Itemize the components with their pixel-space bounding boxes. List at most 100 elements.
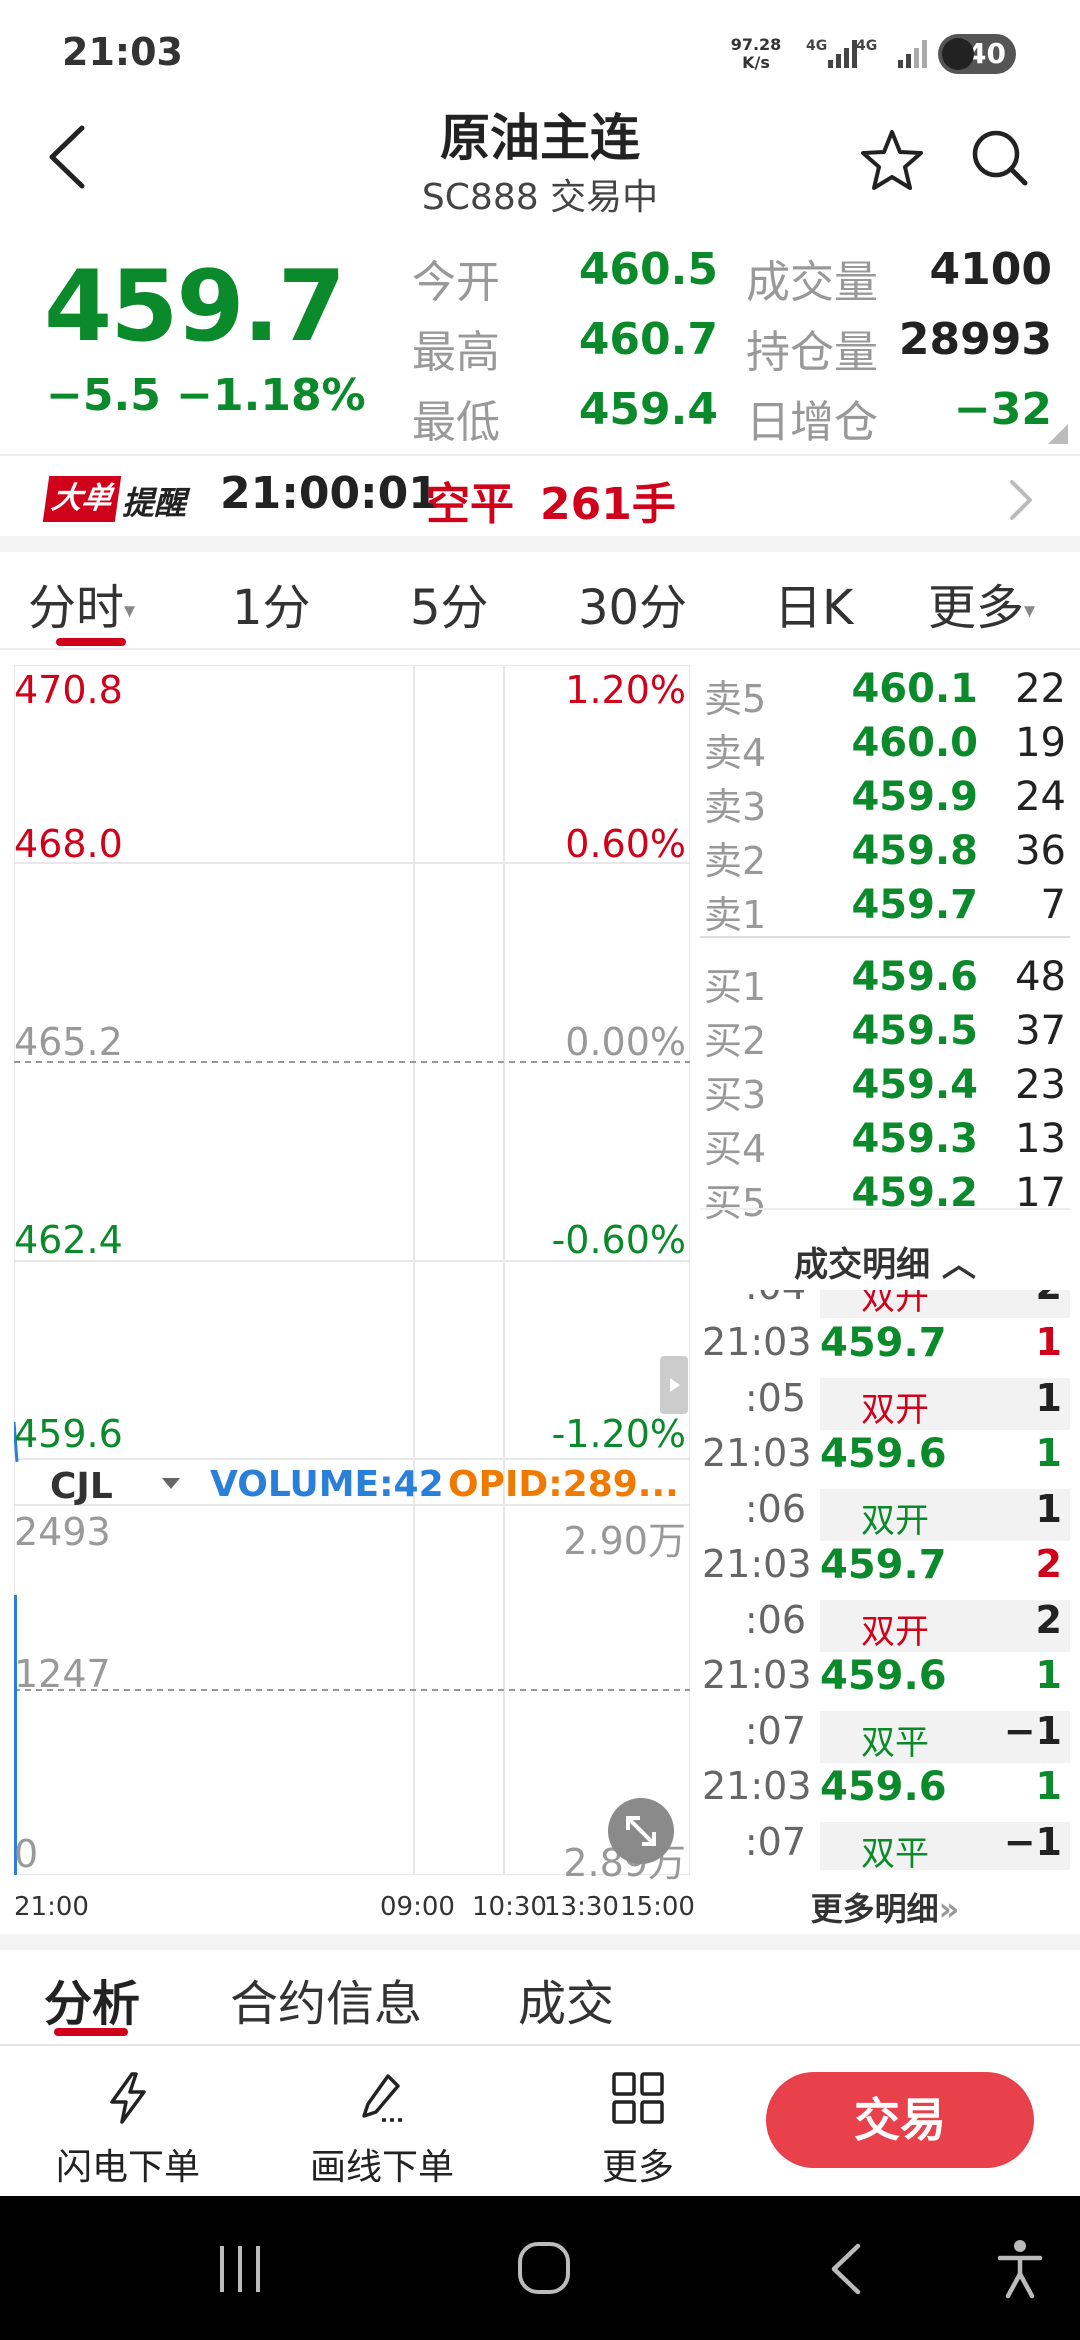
trade-time: 21:03 — [702, 1431, 812, 1475]
fullscreen-button[interactable] — [608, 1798, 674, 1864]
trade-list[interactable]: :04 双开 2 21:03459.71:05双开121:03459.61:06… — [700, 1290, 1070, 1870]
grid-icon[interactable] — [610, 2070, 666, 2126]
trade-time: :07 — [744, 1708, 806, 1753]
chevron-up-icon: ︿ — [930, 1245, 976, 1285]
contract-title: 原油主连 — [440, 109, 640, 167]
volume-readout: VOLUME:42 — [210, 1464, 444, 1505]
tab-1min[interactable]: 1分 — [232, 580, 311, 636]
bid-level-label: 买5 — [704, 1181, 767, 1225]
draw-order-button[interactable]: 画线下单 — [309, 2147, 454, 2188]
tab-daily-k[interactable]: 日K — [774, 580, 854, 636]
section-gap — [0, 1934, 1080, 1950]
more-trades-label: 更多明细 — [810, 1890, 939, 1928]
stat-value-open-interest: 28993 — [898, 314, 1052, 365]
trade-type: 双开 — [861, 1290, 929, 1318]
trade-row: :07 双平 −1 — [700, 1709, 1070, 1765]
volume-axis-label: 0 — [14, 1832, 39, 1876]
trade-row: 21:03 459.6 1 — [700, 1764, 1070, 1820]
tab-intraday[interactable]: 分时▾ — [28, 568, 135, 638]
volume-series — [14, 1595, 17, 1875]
network-speed-unit: K/s — [742, 53, 770, 72]
divider — [0, 2044, 1080, 2046]
bid-level-price[interactable]: 459.5 — [851, 1008, 978, 1054]
trade-type: 双开 — [861, 1500, 929, 1541]
tab-contract-info[interactable]: 合约信息 — [230, 1976, 423, 2032]
trade-row: 21:03 459.7 2 — [700, 1542, 1070, 1598]
expand-corner-icon[interactable] — [1048, 424, 1068, 444]
bid-level-price[interactable]: 459.4 — [851, 1062, 978, 1108]
more-button[interactable]: 更多 — [601, 2147, 674, 2188]
recent-apps-icon[interactable] — [216, 2242, 266, 2296]
trade-row: :06 双开 2 — [700, 1598, 1070, 1654]
ask-level-price[interactable]: 459.7 — [851, 882, 978, 928]
row-band — [820, 1377, 1070, 1430]
ask-level-price[interactable]: 459.8 — [851, 828, 978, 874]
tab-trades[interactable]: 成交 — [518, 1976, 615, 2032]
tab-5min[interactable]: 5分 — [410, 580, 489, 636]
back-arrow-icon[interactable] — [44, 122, 94, 192]
time-axis-label: 21:00 — [14, 1892, 89, 1922]
ask-level-volume: 24 — [1015, 774, 1066, 820]
trade-price: 459.6 — [820, 1653, 947, 1699]
trade-type: 双平 — [861, 1833, 929, 1871]
bid-level-price[interactable]: 459.6 — [851, 954, 978, 1000]
more-trades-link[interactable]: 更多明细» — [700, 1884, 1070, 1930]
intraday-chart[interactable] — [14, 665, 690, 1875]
row-band — [820, 1488, 1070, 1541]
ask-level-label: 卖1 — [704, 893, 767, 937]
accessibility-icon[interactable] — [996, 2238, 1044, 2300]
tab-more-label: 更多 — [928, 580, 1025, 636]
flash-order-button[interactable]: 闪电下单 — [55, 2147, 200, 2188]
leaf-icon — [942, 38, 974, 70]
search-icon[interactable] — [970, 128, 1030, 188]
indicator-selector[interactable]: CJL — [50, 1466, 113, 1507]
trade-qty: 2 — [1035, 1542, 1062, 1586]
price-axis-label: 470.8 — [14, 668, 123, 712]
divider — [0, 454, 1080, 456]
stat-label-low: 最低 — [412, 397, 500, 448]
bid-level-volume: 23 — [1015, 1062, 1066, 1108]
double-chevron-right-icon: » — [938, 1890, 960, 1928]
trade-button[interactable]: 交易 — [766, 2072, 1034, 2168]
row-band — [820, 1710, 1070, 1763]
sim1-label: 4G — [806, 38, 828, 54]
percent-axis-label: 0.00% — [565, 1020, 686, 1064]
divider — [700, 936, 1070, 938]
lightning-icon[interactable] — [100, 2070, 156, 2126]
ask-level-price[interactable]: 459.9 — [851, 774, 978, 820]
alert-quantity[interactable]: 261手 — [540, 479, 676, 530]
home-icon[interactable] — [516, 2240, 572, 2296]
price-axis-label: 462.4 — [14, 1218, 123, 1262]
trade-time: 21:03 — [702, 1653, 812, 1697]
open-interest-readout: OPID:289... — [448, 1464, 679, 1505]
network-speed-value: 97.28 — [730, 35, 782, 54]
bid-level-label: 买3 — [704, 1073, 767, 1117]
star-icon[interactable] — [860, 128, 924, 192]
trade-details-toggle[interactable]: 成交明细 ︿ — [700, 1237, 1070, 1286]
price-axis-label: 465.2 — [14, 1020, 123, 1064]
nav-back-icon[interactable] — [826, 2242, 866, 2296]
chart-expand-handle[interactable] — [660, 1356, 688, 1414]
trade-row-partial: :04 双开 2 — [700, 1290, 1070, 1320]
network-speed: 97.28 K/s — [726, 36, 786, 72]
stat-value-low: 459.4 — [578, 384, 718, 435]
percent-axis-label: -1.20% — [551, 1412, 686, 1456]
tab-30min[interactable]: 30分 — [578, 580, 688, 636]
big-order-badge: 大单 — [42, 476, 122, 522]
time-axis-label: 15:00 — [620, 1892, 695, 1922]
alert-type[interactable]: 空平 — [426, 479, 514, 530]
pen-icon[interactable] — [354, 2070, 410, 2126]
ask-level-price[interactable]: 460.0 — [851, 720, 978, 766]
time-axis-label: 13:30 — [544, 1892, 619, 1922]
chevron-right-icon[interactable] — [1006, 478, 1036, 522]
bid-level-label: 买4 — [704, 1127, 767, 1171]
dropdown-arrow-icon[interactable] — [162, 1478, 180, 1489]
alert-time[interactable]: 21:00:01 — [220, 468, 439, 519]
tab-more[interactable]: 更多▾ — [928, 568, 1035, 638]
divider — [0, 648, 1080, 650]
tab-analysis[interactable]: 分析 — [44, 1976, 141, 2032]
ask-level-price[interactable]: 460.1 — [851, 666, 978, 712]
bid-level-price[interactable]: 459.3 — [851, 1116, 978, 1162]
percent-axis-label: 0.60% — [565, 822, 686, 866]
trade-qty: 1 — [1035, 1431, 1062, 1475]
